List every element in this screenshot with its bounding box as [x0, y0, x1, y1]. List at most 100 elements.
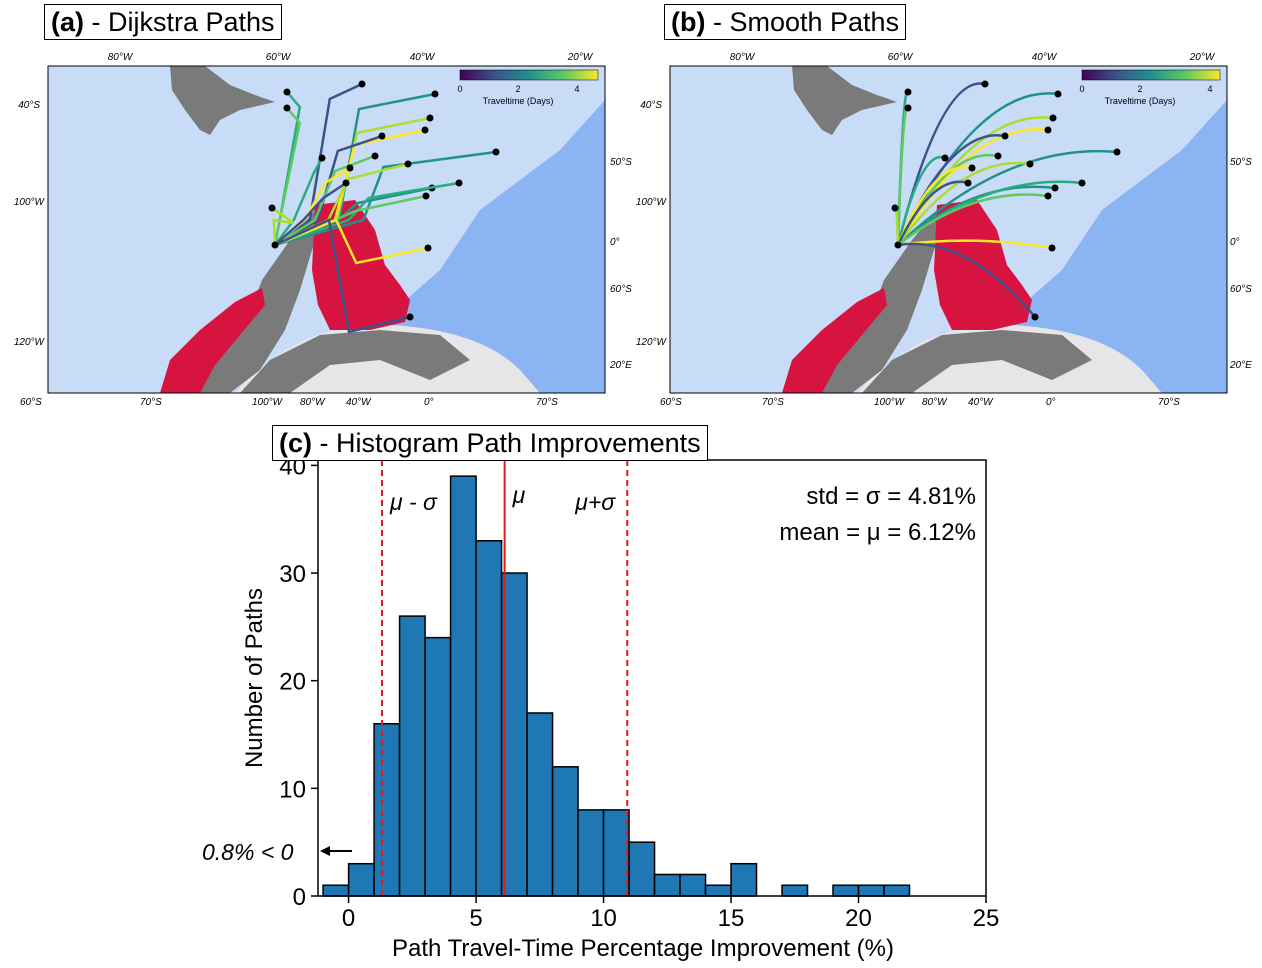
- travel-paths-smooth: [891, 80, 1121, 321]
- path-endpoint: [1078, 179, 1086, 187]
- travel-path: [274, 157, 324, 246]
- lat-label-50s: 50°S: [610, 157, 632, 168]
- stat-lines: μ - σ μ μ+σ: [380, 460, 629, 896]
- path-endpoint: [492, 148, 500, 156]
- lat-label-40s: 40°S: [18, 100, 40, 111]
- histogram-bar: [730, 862, 758, 897]
- lon-label-60w: 60°W: [888, 52, 914, 63]
- bottom-label-40w: 40°W: [968, 397, 994, 408]
- path-endpoint: [378, 132, 386, 140]
- bottom-label-80w: 80°W: [922, 397, 948, 408]
- histogram-bar: [679, 873, 707, 897]
- bottom-label-80w: 80°W: [300, 397, 326, 408]
- colorbar: [459, 69, 599, 81]
- coastal-sea-ice: [782, 288, 887, 393]
- travel-path: [896, 155, 946, 246]
- path-endpoint: [406, 313, 414, 321]
- path-endpoint: [371, 152, 379, 160]
- histogram-bar: [424, 636, 452, 897]
- path-origin: [894, 241, 902, 249]
- stat-line-label: μ+σ: [574, 489, 616, 515]
- path-endpoint: [424, 244, 432, 252]
- panel-a-text: - Dijkstra Paths: [84, 7, 275, 37]
- travel-path: [896, 180, 969, 246]
- panel-a-title: (a) - Dijkstra Paths: [44, 4, 282, 40]
- path-endpoint: [342, 179, 350, 187]
- lon-label-20w: 20°W: [1189, 52, 1216, 63]
- y-tick-label: 30: [279, 561, 306, 588]
- path-endpoint: [1031, 313, 1039, 321]
- lon-label-100w: 100°W: [636, 197, 668, 208]
- lon-label-120w: 120°W: [636, 337, 668, 348]
- travel-path: [896, 128, 1049, 246]
- panel-b-text: - Smooth Paths: [705, 7, 900, 37]
- path-endpoint: [318, 154, 326, 162]
- path-endpoint: [1001, 132, 1009, 140]
- south-america-land: [792, 66, 897, 135]
- path-endpoint: [1054, 90, 1062, 98]
- panel-c-letter: (c): [279, 428, 312, 458]
- bottom-label-100w: 100°W: [252, 397, 284, 408]
- path-endpoint: [283, 88, 291, 96]
- histogram-bar: [602, 809, 630, 897]
- histogram-bar: [322, 884, 350, 897]
- histogram-bar: [449, 475, 477, 897]
- y-tick-label: 10: [279, 776, 306, 803]
- path-endpoint: [422, 192, 430, 200]
- histogram-bar: [347, 862, 375, 897]
- bottom-label-0: 0°: [424, 397, 434, 408]
- travel-path: [274, 181, 347, 246]
- colorbar-tick-2: 2: [1137, 84, 1142, 94]
- lon-label-20w: 20°W: [567, 52, 594, 63]
- histogram-bar: [883, 884, 911, 897]
- lon-label-20e: 20°E: [609, 360, 632, 371]
- bottom-label-70s-right: 70°S: [536, 397, 558, 408]
- colorbar-tick-0: 0: [457, 84, 462, 94]
- path-endpoint: [1048, 244, 1056, 252]
- map-smooth-paths: 0 2 4 Traveltime (Days) 80°W 60°W 40°W 2…: [636, 52, 1252, 408]
- lon-label-20e: 20°E: [1229, 360, 1252, 371]
- bottom-label-40w: 40°W: [346, 397, 372, 408]
- y-tick-label: 20: [279, 669, 306, 696]
- left-arrow-icon: [320, 846, 352, 856]
- path-endpoint: [1044, 126, 1052, 134]
- stat-line-label: μ - σ: [389, 489, 438, 515]
- histogram-bar: [526, 712, 554, 897]
- bottom-label-70s: 70°S: [762, 397, 784, 408]
- x-tick-label: 0: [342, 905, 355, 932]
- path-endpoint: [994, 152, 1002, 160]
- lon-label-80w: 80°W: [108, 52, 134, 63]
- path-endpoint: [268, 204, 276, 212]
- colorbar-tick-4: 4: [1207, 84, 1212, 94]
- lon-label-0: 0°: [1230, 237, 1240, 248]
- travel-path: [274, 150, 497, 247]
- bottom-label-100w: 100°W: [874, 397, 906, 408]
- histogram-bar: [398, 615, 426, 897]
- lat-label-60s: 60°S: [610, 284, 632, 295]
- path-endpoint: [1113, 148, 1121, 156]
- bottom-label-70s: 70°S: [140, 397, 162, 408]
- x-tick-label: 10: [590, 905, 617, 932]
- std-annotation: std = σ = 4.81%: [806, 483, 976, 510]
- lon-label-0: 0°: [610, 237, 620, 248]
- path-endpoint: [968, 164, 976, 172]
- bottom-label-60s: 60°S: [20, 397, 42, 408]
- path-endpoint: [904, 104, 912, 112]
- path-endpoint: [904, 88, 912, 96]
- path-endpoint: [891, 204, 899, 212]
- panel-b-letter: (b): [671, 7, 706, 37]
- panel-c-title: (c) - Histogram Path Improvements: [272, 425, 708, 461]
- path-endpoint: [431, 90, 439, 98]
- travel-path: [896, 161, 1031, 246]
- travel-path: [897, 149, 1118, 246]
- y-axis-label: Number of Paths: [241, 588, 268, 768]
- lon-label-40w: 40°W: [410, 52, 436, 63]
- coastal-sea-ice: [160, 288, 265, 393]
- travel-path: [271, 206, 295, 246]
- histogram-bar: [832, 884, 860, 897]
- panel-a-letter: (a): [51, 7, 84, 37]
- histogram-bar: [577, 809, 605, 897]
- travel-path: [897, 242, 1036, 318]
- path-endpoint: [1051, 184, 1059, 192]
- weddell-sea-ice: [312, 200, 410, 330]
